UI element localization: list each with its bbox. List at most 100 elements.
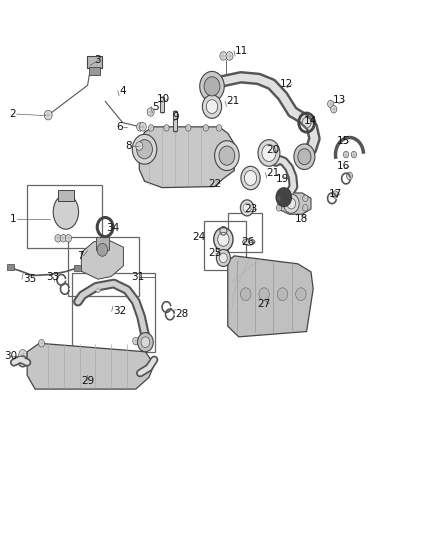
Circle shape (332, 191, 338, 198)
Polygon shape (139, 127, 234, 188)
Text: 16: 16 (337, 161, 350, 171)
Circle shape (132, 134, 157, 164)
Circle shape (219, 253, 227, 263)
Circle shape (241, 166, 260, 190)
Circle shape (216, 125, 222, 131)
Circle shape (287, 198, 296, 209)
Text: 30: 30 (4, 351, 18, 361)
Circle shape (294, 144, 315, 169)
Bar (27, 185, 102, 248)
Circle shape (39, 340, 45, 347)
Text: 27: 27 (258, 299, 271, 309)
Circle shape (95, 286, 101, 293)
Circle shape (60, 235, 66, 242)
Text: 1: 1 (10, 214, 16, 223)
Text: 10: 10 (157, 94, 170, 103)
Circle shape (214, 228, 233, 251)
Circle shape (303, 195, 308, 201)
Text: 14: 14 (304, 116, 318, 126)
Bar (96, 237, 109, 250)
Circle shape (137, 140, 152, 159)
Circle shape (243, 203, 251, 213)
Text: 11: 11 (235, 46, 248, 55)
Circle shape (296, 288, 306, 301)
Bar (89, 67, 100, 75)
Circle shape (346, 172, 353, 180)
Bar (58, 190, 74, 201)
Bar (173, 111, 177, 131)
Circle shape (259, 288, 269, 301)
Text: 20: 20 (266, 146, 279, 155)
Text: 15: 15 (337, 136, 350, 146)
Text: 34: 34 (106, 223, 120, 233)
Bar (74, 265, 81, 271)
Circle shape (277, 288, 288, 301)
Circle shape (258, 140, 280, 166)
Text: 28: 28 (175, 310, 188, 319)
Circle shape (137, 123, 144, 131)
Text: 18: 18 (295, 214, 308, 223)
Circle shape (141, 337, 150, 348)
Circle shape (164, 125, 169, 131)
Text: 26: 26 (241, 237, 254, 247)
Circle shape (218, 232, 229, 246)
Polygon shape (228, 256, 313, 337)
Circle shape (55, 235, 61, 242)
Ellipse shape (243, 239, 255, 245)
Circle shape (244, 171, 257, 185)
Circle shape (216, 249, 230, 266)
Circle shape (328, 100, 334, 108)
Circle shape (226, 52, 233, 60)
Text: 17: 17 (328, 189, 342, 199)
Text: 3: 3 (94, 55, 101, 64)
Circle shape (44, 110, 52, 120)
Circle shape (240, 288, 251, 301)
Circle shape (262, 144, 276, 161)
Circle shape (351, 151, 357, 158)
Text: 13: 13 (333, 95, 346, 105)
Text: 25: 25 (208, 248, 222, 257)
Text: 9: 9 (172, 112, 179, 122)
Ellipse shape (53, 195, 78, 229)
Text: 5: 5 (152, 102, 159, 111)
Circle shape (186, 125, 191, 131)
Text: 35: 35 (23, 274, 36, 284)
Text: 21: 21 (267, 168, 280, 177)
Text: 22: 22 (208, 179, 222, 189)
Bar (160, 97, 164, 112)
Circle shape (133, 337, 139, 345)
Circle shape (240, 200, 254, 216)
Bar (68, 237, 139, 296)
Circle shape (204, 77, 220, 96)
Text: 33: 33 (46, 272, 59, 282)
Text: 31: 31 (131, 272, 145, 282)
Circle shape (202, 95, 222, 118)
Polygon shape (81, 239, 124, 279)
Text: 32: 32 (113, 306, 126, 316)
Circle shape (203, 125, 208, 131)
Circle shape (331, 106, 337, 113)
Text: 19: 19 (276, 174, 289, 184)
Circle shape (65, 235, 71, 242)
Circle shape (303, 205, 308, 211)
Circle shape (276, 205, 282, 211)
Bar (228, 213, 262, 252)
Text: 6: 6 (116, 122, 123, 132)
Circle shape (148, 125, 154, 131)
Text: 12: 12 (280, 79, 293, 89)
Text: 2: 2 (10, 109, 16, 119)
Circle shape (220, 52, 227, 60)
Bar (72, 273, 155, 352)
Circle shape (19, 350, 27, 359)
Text: 24: 24 (193, 232, 206, 241)
Circle shape (283, 194, 299, 213)
Circle shape (136, 142, 143, 150)
Text: 23: 23 (244, 204, 258, 214)
Circle shape (343, 151, 349, 158)
Circle shape (215, 141, 239, 171)
Circle shape (138, 333, 153, 352)
Text: 8: 8 (126, 141, 132, 151)
Bar (7, 264, 14, 270)
Circle shape (276, 188, 292, 207)
Text: 7: 7 (77, 251, 83, 261)
